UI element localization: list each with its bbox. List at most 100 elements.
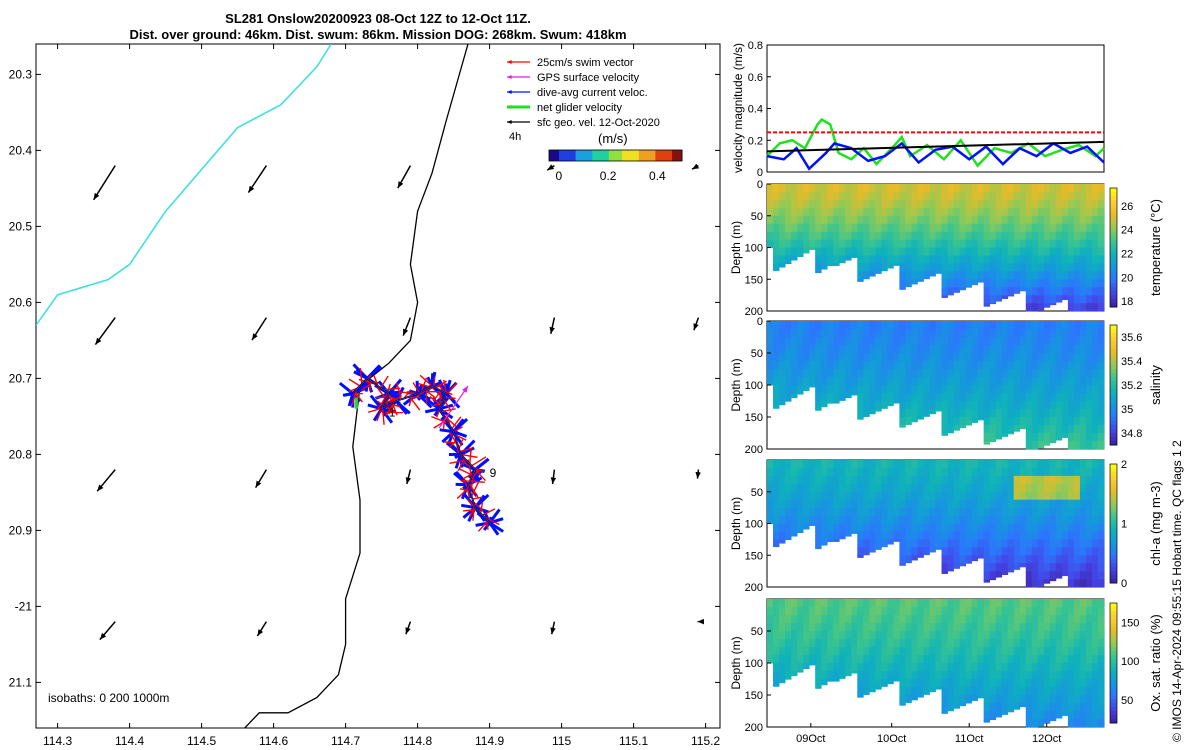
geo-velocity-arrow-head xyxy=(95,337,102,345)
section-cell xyxy=(869,663,876,672)
section-cell xyxy=(1031,263,1039,272)
section-cell xyxy=(911,687,918,696)
section-cell xyxy=(1091,639,1099,648)
section-cell xyxy=(1043,515,1051,524)
section-cell xyxy=(1019,695,1027,704)
colorbar-cell xyxy=(1110,687,1117,692)
section-cell xyxy=(1013,679,1021,688)
section-cell xyxy=(893,607,900,616)
section-cell xyxy=(923,199,930,209)
section-cell xyxy=(785,647,792,656)
section-cell xyxy=(773,679,780,687)
section-cell xyxy=(923,515,930,524)
section-cell xyxy=(989,239,997,248)
section-cell xyxy=(1037,639,1045,648)
section-cell xyxy=(947,279,954,288)
section-cell xyxy=(995,385,1003,394)
section-cell xyxy=(1079,555,1087,564)
section-cell xyxy=(971,239,979,248)
section-cell xyxy=(911,401,918,410)
section-cell xyxy=(1079,337,1087,346)
section-cell xyxy=(1073,433,1081,442)
section-cell xyxy=(989,263,997,272)
section-cell xyxy=(815,207,822,217)
section-cell xyxy=(833,679,840,682)
section-cell xyxy=(869,615,876,624)
section-cell xyxy=(1061,191,1069,201)
section-cell xyxy=(1001,401,1009,410)
section-cell xyxy=(899,491,906,500)
section-cell xyxy=(1085,555,1093,564)
section-cell xyxy=(827,539,834,543)
section-cell xyxy=(959,467,966,477)
section-cell xyxy=(1073,607,1081,616)
section-cell xyxy=(881,679,888,687)
colorbar-cell xyxy=(1110,631,1117,636)
section-cell xyxy=(839,655,846,664)
section-cell xyxy=(1055,515,1063,524)
section-cell xyxy=(803,215,810,224)
section-cell xyxy=(821,491,828,500)
track-label: 1 xyxy=(389,405,396,419)
section-cell xyxy=(857,191,864,201)
section-cell xyxy=(821,223,828,232)
section-cell xyxy=(1025,425,1033,434)
section-cell xyxy=(977,631,985,640)
section-cell xyxy=(1097,475,1105,485)
section-cell xyxy=(923,184,930,193)
section-cell xyxy=(995,607,1003,616)
section-cell xyxy=(965,377,973,386)
colorbar-cell xyxy=(1110,349,1117,354)
colorbar-cell xyxy=(1110,499,1117,505)
section-cell xyxy=(827,199,834,209)
section-cell xyxy=(1043,563,1051,572)
section-cell xyxy=(917,207,924,217)
swim-vector xyxy=(479,502,484,514)
section-cell xyxy=(803,207,810,217)
section-cell xyxy=(1013,409,1021,418)
colorbar-cell xyxy=(1110,353,1117,358)
section-cell xyxy=(875,199,882,209)
section-cell xyxy=(833,663,840,672)
section-cell xyxy=(869,539,876,548)
section-cell xyxy=(809,329,816,338)
section-cell xyxy=(881,539,888,548)
section-cell xyxy=(923,499,930,508)
section-cell xyxy=(911,475,918,485)
section-cell xyxy=(773,329,780,338)
section-cell xyxy=(845,615,852,624)
colorbar-tick-label: 35.2 xyxy=(1121,380,1142,392)
section-cell xyxy=(1091,655,1099,664)
section-cell xyxy=(887,623,894,632)
colorbar-cell xyxy=(1110,299,1117,304)
section-cell xyxy=(1067,223,1075,232)
section-cell xyxy=(977,499,985,508)
section-cell xyxy=(875,655,882,664)
current-vector xyxy=(367,403,383,411)
section-cell xyxy=(815,515,822,524)
section-cell xyxy=(971,329,979,338)
section-cell xyxy=(1025,719,1033,728)
section-cell xyxy=(929,263,936,272)
section-cell xyxy=(941,215,948,224)
section-cell xyxy=(863,467,870,477)
section-cell xyxy=(1037,199,1045,209)
section-cell xyxy=(923,623,930,632)
section-cell xyxy=(1025,369,1033,378)
section-cell xyxy=(881,345,888,354)
section-cell xyxy=(899,687,906,696)
section-cell xyxy=(1007,321,1015,330)
section-cell xyxy=(803,223,810,232)
section-cell xyxy=(983,369,991,378)
section-cell xyxy=(911,199,918,209)
y-tick-label: 20.9 xyxy=(9,523,33,537)
section-cell xyxy=(1019,287,1027,292)
section-cell xyxy=(1049,491,1057,500)
section-cell xyxy=(797,475,804,485)
section-cell xyxy=(887,393,894,402)
section-cell xyxy=(1085,263,1093,272)
section-cell xyxy=(905,199,912,209)
section-cell xyxy=(1091,433,1099,442)
section-cell xyxy=(809,499,816,508)
section-cell xyxy=(821,337,828,346)
